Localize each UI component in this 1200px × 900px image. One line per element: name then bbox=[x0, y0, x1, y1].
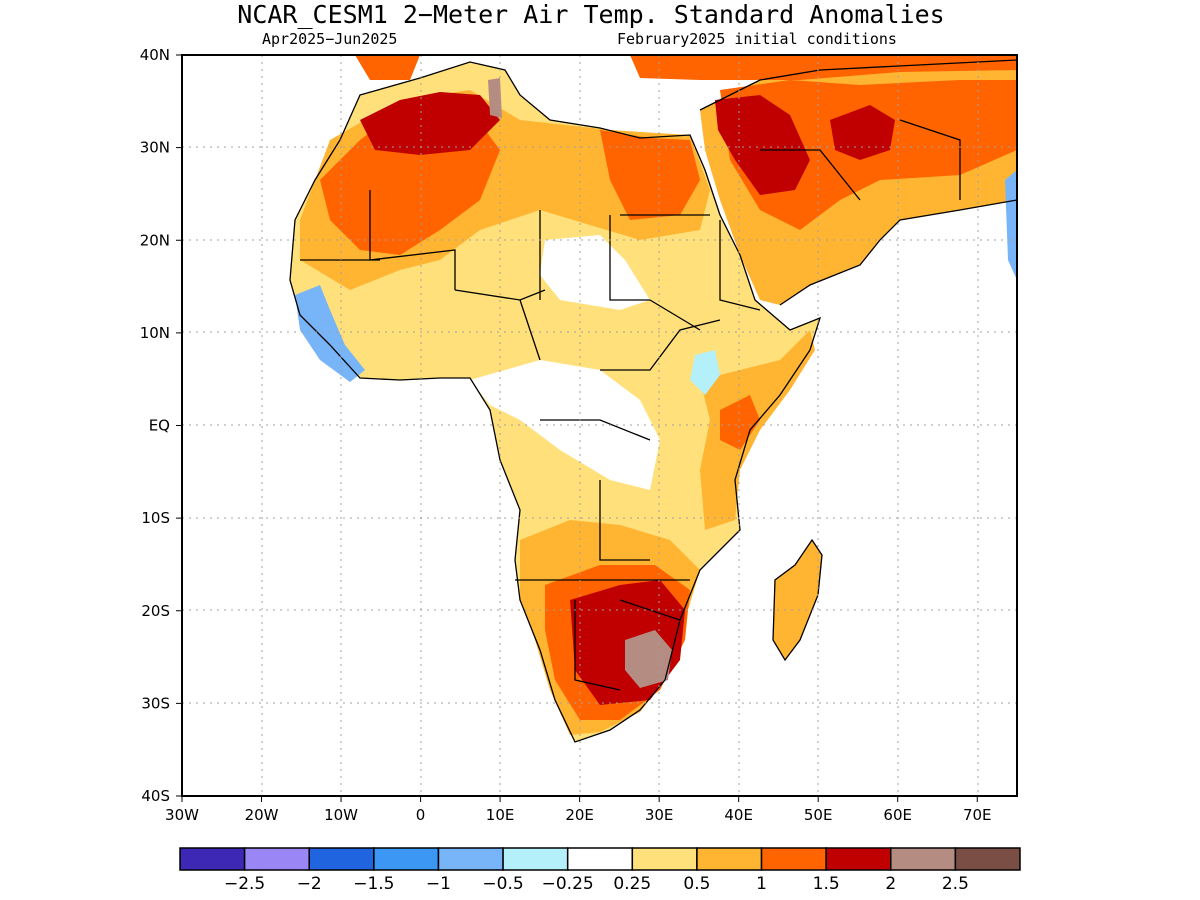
colorbar-swatch bbox=[631, 847, 698, 871]
colorbar-label: −1.5 bbox=[353, 874, 394, 894]
colorbar-swatch bbox=[373, 847, 440, 871]
neutral-patch-sahel bbox=[540, 235, 650, 310]
lat-tick-label: EQ bbox=[149, 417, 170, 435]
madagascar bbox=[773, 540, 822, 660]
colorbar-label: −2 bbox=[297, 874, 322, 894]
anomaly-libya bbox=[600, 130, 700, 220]
map-title: NCAR_CESM1 2−Meter Air Temp. Standard An… bbox=[237, 0, 944, 29]
season-label: Apr2025−Jun2025 bbox=[262, 30, 397, 48]
anomaly-tunisia bbox=[488, 78, 502, 118]
longitude-axis: 30W 20W 10W 0 10E 20E 30E 40E 50E 60E 70E bbox=[165, 796, 992, 824]
graticule bbox=[182, 55, 1017, 796]
lon-tick-label: 30W bbox=[165, 806, 199, 824]
europe-landmass bbox=[355, 55, 1017, 80]
anomaly-west-africa-cool bbox=[295, 285, 365, 382]
anomaly-highveld bbox=[625, 630, 672, 688]
colorbar-swatch bbox=[954, 847, 1021, 871]
lon-tick-label: 20E bbox=[565, 806, 594, 824]
initial-conditions-label: February2025 initial conditions bbox=[617, 30, 897, 48]
country-borders bbox=[289, 59, 1017, 743]
colorbar bbox=[179, 847, 1021, 871]
lon-tick-label: 30E bbox=[645, 806, 674, 824]
anomaly-india-coast-cool bbox=[1005, 170, 1017, 280]
anomaly-ethiopia-cool bbox=[690, 350, 720, 395]
colorbar-swatch bbox=[696, 847, 763, 871]
anomaly-east-africa bbox=[700, 330, 815, 530]
lon-tick-label: 10E bbox=[486, 806, 515, 824]
anomaly-iran bbox=[830, 105, 895, 160]
neutral-patch-central bbox=[470, 360, 660, 490]
colorbar-label: 0.25 bbox=[613, 874, 651, 894]
lat-tick-label: 30N bbox=[140, 139, 170, 157]
colorbar-label: 2 bbox=[885, 874, 896, 894]
colorbar-labels: −2.5 −2 −1.5 −1 −0.5 −0.25 0.25 0.5 1 1.5 2 2.5 bbox=[224, 874, 969, 894]
colorbar-label: −0.5 bbox=[482, 874, 523, 894]
lon-tick-label: 0 bbox=[416, 806, 426, 824]
colorbar-label: −1 bbox=[426, 874, 451, 894]
colorbar-swatch bbox=[566, 847, 634, 871]
lon-tick-label: 20W bbox=[245, 806, 279, 824]
lon-tick-label: 70E bbox=[963, 806, 992, 824]
anomaly-morocco bbox=[360, 92, 500, 155]
anomaly-iraq bbox=[715, 95, 810, 195]
colorbar-swatch bbox=[890, 847, 957, 871]
colorbar-label: −2.5 bbox=[224, 874, 265, 894]
colorbar-swatch bbox=[243, 847, 310, 871]
anomaly-kenya-coast bbox=[720, 395, 760, 450]
lon-tick-label: 60E bbox=[883, 806, 912, 824]
lat-tick-label: 40N bbox=[140, 46, 170, 64]
lon-tick-label: 40E bbox=[724, 806, 753, 824]
colorbar-label: 2.5 bbox=[942, 874, 969, 894]
lon-tick-label: 50E bbox=[804, 806, 833, 824]
map-area bbox=[182, 55, 1017, 796]
lat-tick-label: 10S bbox=[141, 509, 170, 527]
colorbar-swatch bbox=[179, 847, 246, 871]
colorbar-swatch bbox=[502, 847, 569, 871]
lat-tick-label: 40S bbox=[141, 787, 170, 805]
colorbar-swatch bbox=[760, 847, 827, 871]
lat-tick-label: 20N bbox=[140, 231, 170, 249]
lat-tick-label: 20S bbox=[141, 602, 170, 620]
lon-tick-label: 10W bbox=[324, 806, 358, 824]
colorbar-swatch bbox=[825, 847, 892, 871]
lat-tick-label: 30S bbox=[141, 694, 170, 712]
colorbar-label: 0.5 bbox=[683, 874, 710, 894]
colorbar-swatch bbox=[437, 847, 504, 871]
colorbar-label: 1.5 bbox=[813, 874, 840, 894]
colorbar-label: 1 bbox=[756, 874, 767, 894]
latitude-axis: 40N 30N 20N 10N EQ 10S 20S 30S 40S bbox=[140, 46, 182, 805]
colorbar-label: −0.25 bbox=[542, 874, 594, 894]
lat-tick-label: 10N bbox=[140, 324, 170, 342]
colorbar-swatch bbox=[308, 847, 375, 871]
